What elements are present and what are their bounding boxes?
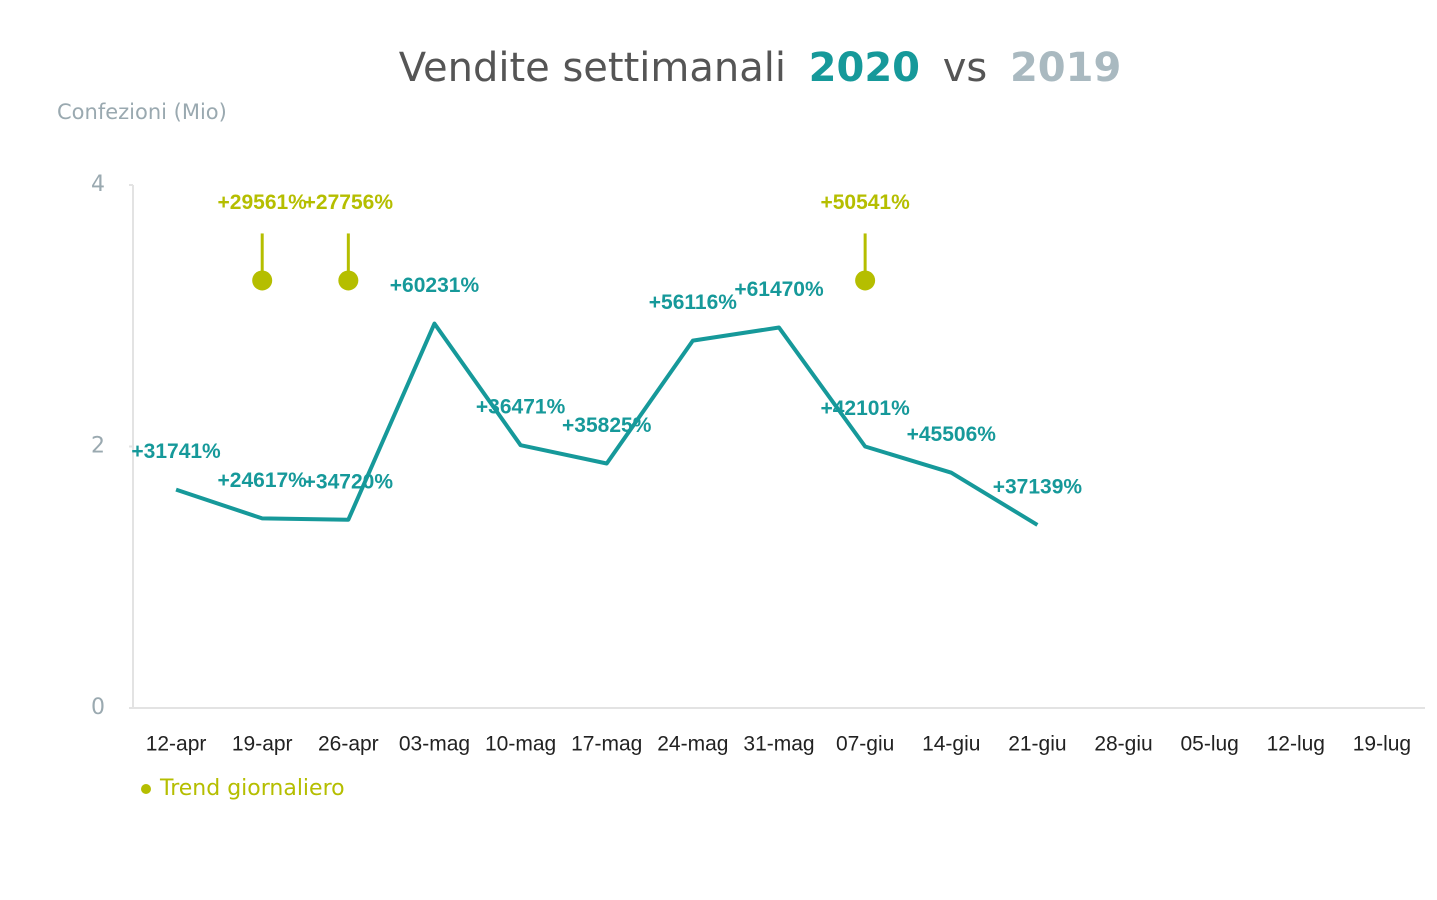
- x-tick-label: 24-mag: [657, 733, 728, 756]
- y-tick-label: 0: [91, 695, 105, 720]
- pin-dot: [338, 270, 359, 291]
- data-label: +61470%: [734, 278, 824, 301]
- title-part: vs: [943, 45, 988, 91]
- x-tick-label: 28-giu: [1094, 733, 1152, 756]
- data-label: +34720%: [304, 470, 394, 493]
- x-tick-label: 12-lug: [1267, 733, 1325, 756]
- data-label: +50541%: [820, 191, 910, 214]
- x-tick-label: 07-giu: [836, 733, 894, 756]
- x-tick-label: 05-lug: [1180, 733, 1238, 756]
- data-label: +29561%: [218, 191, 308, 214]
- x-tick-label: 10-mag: [485, 733, 556, 756]
- data-label: +60231%: [390, 274, 480, 297]
- x-tick-label: 19-lug: [1353, 733, 1411, 756]
- data-label: +56116%: [649, 291, 738, 314]
- legend-label: Trend giornaliero: [159, 776, 345, 801]
- y-tick-label: 4: [91, 172, 105, 197]
- line: [175, 321, 1039, 527]
- data-label: +42101%: [820, 397, 910, 420]
- data-label: +27756%: [304, 191, 394, 214]
- x-tick-label: 14-giu: [922, 733, 980, 756]
- y-axis-label: Confezioni (Mio): [57, 100, 227, 124]
- chart-title: Vendite settimanali 2020 vs 2019: [399, 45, 1122, 91]
- x-tick-label: 21-giu: [1008, 733, 1066, 756]
- x-tick-label: 03-mag: [399, 733, 470, 756]
- legend-marker: [141, 784, 151, 794]
- pin-dot: [855, 270, 876, 291]
- x-tick-label: 26-apr: [318, 733, 379, 756]
- data-label: +24617%: [218, 469, 308, 492]
- pin-dot: [252, 270, 273, 291]
- y-tick-label: 2: [91, 434, 105, 459]
- x-tick-label: 17-mag: [571, 733, 642, 756]
- data-label: +31741%: [131, 440, 221, 463]
- x-tick-label: 19-apr: [232, 733, 293, 756]
- x-tick-label: 31-mag: [743, 733, 814, 756]
- title-part: Vendite settimanali: [399, 45, 786, 91]
- title-part: 2019: [1010, 45, 1121, 91]
- x-tick-label: 12-apr: [146, 733, 207, 756]
- data-label: +35825%: [562, 414, 652, 437]
- data-label: +45506%: [907, 423, 997, 446]
- title-part: 2020: [809, 45, 920, 91]
- data-label: +36471%: [476, 396, 566, 419]
- data-label: +37139%: [993, 475, 1083, 498]
